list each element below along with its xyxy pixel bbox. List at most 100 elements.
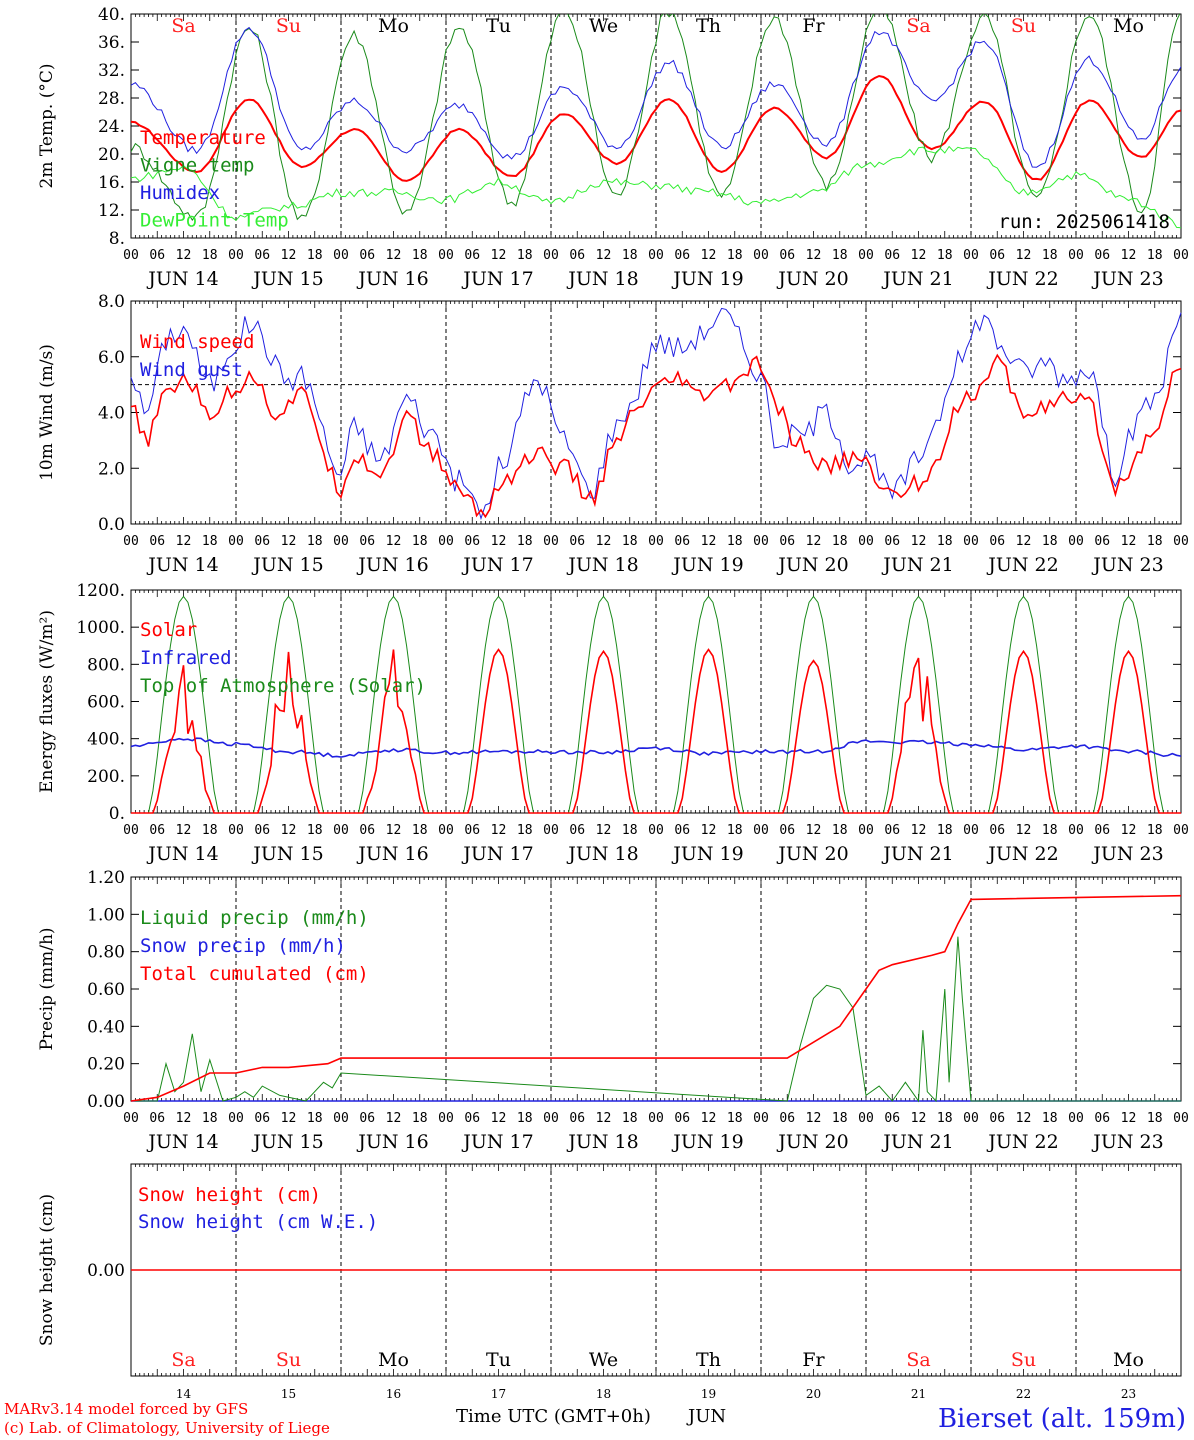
x-tick-label: 18 — [832, 534, 848, 549]
x-tick-label: 06 — [464, 248, 480, 263]
x-tick-label: 00 — [333, 823, 349, 838]
weekday-label: Tu — [486, 15, 511, 37]
x-tick-label: 18 — [622, 823, 638, 838]
date-label: JUN 19 — [671, 268, 743, 290]
x-tick-label: 00 — [753, 248, 769, 263]
x-tick-label: 00 — [963, 248, 979, 263]
x-tick-label: 12 — [1016, 1111, 1032, 1126]
date-label: JUN 16 — [356, 1131, 428, 1153]
x-tick-label: 12 — [1016, 248, 1032, 263]
legend-entry: Snow height (cm) — [138, 1184, 321, 1206]
x-tick-label: 06 — [989, 1111, 1005, 1126]
y-axis-label: 2m Temp. (°C) — [37, 63, 57, 188]
date-label: JUN 16 — [356, 268, 428, 290]
y-axis-label: Energy fluxes (W/m²) — [37, 610, 57, 793]
weekday-label: Sa — [906, 15, 930, 37]
x-tick-label: 18 — [832, 823, 848, 838]
x-tick-label: 18 — [202, 823, 218, 838]
x-tick-label: 06 — [1094, 1111, 1110, 1126]
x-tick-label: 18 — [1147, 248, 1163, 263]
x-tick-label: 12 — [491, 823, 507, 838]
legend-entry: Top of Atmosphere (Solar) — [140, 675, 426, 697]
date-label: JUN 14 — [146, 268, 218, 290]
x-tick-label: 18 — [307, 534, 323, 549]
x-tick-label: 12 — [701, 823, 717, 838]
date-label: JUN 21 — [881, 268, 953, 290]
legend-entry: Solar — [140, 619, 197, 641]
x-tick-label: 06 — [989, 534, 1005, 549]
x-tick-label: 06 — [149, 248, 165, 263]
legend-entry: Humidex — [140, 182, 220, 204]
x-tick-label: 12 — [281, 248, 297, 263]
y-tick-label: 12. — [98, 201, 125, 221]
date-label: JUN 21 — [881, 1131, 953, 1153]
date-label: JUN 20 — [776, 268, 848, 290]
x-tick-label: 06 — [779, 248, 795, 263]
x-tick-label: 06 — [254, 248, 270, 263]
x-tick-label: 18 — [622, 1111, 638, 1126]
x-tick-label: 18 — [1147, 823, 1163, 838]
x-tick-label: 18 — [517, 1111, 533, 1126]
x-tick-label: 00 — [858, 534, 874, 549]
x-tick-label: 12 — [281, 534, 297, 549]
x-tick-label: 06 — [884, 823, 900, 838]
y-tick-label: 800. — [87, 655, 125, 675]
legend-entry: Snow height (cm W.E.) — [138, 1211, 378, 1233]
x-tick-label: 12 — [806, 534, 822, 549]
x-tick-label: 12 — [806, 823, 822, 838]
x-tick-label: 12 — [1121, 534, 1137, 549]
legend-entry: DewPoint Temp — [140, 210, 289, 232]
x-tick-label: 18 — [202, 1111, 218, 1126]
legend-entry: Temperature — [140, 127, 266, 149]
date-label: JUN 19 — [671, 843, 743, 865]
date-label: JUN 23 — [1091, 554, 1163, 576]
x-tick-label: 06 — [674, 823, 690, 838]
x-tick-label: 12 — [1016, 823, 1032, 838]
weekday-label: Th — [696, 1349, 721, 1371]
x-tick-label: 12 — [1121, 823, 1137, 838]
x-tick-label: 00 — [858, 823, 874, 838]
y-tick-label: 8.0 — [98, 292, 125, 312]
x-tick-label: 06 — [674, 534, 690, 549]
y-tick-label: 600. — [87, 693, 125, 713]
y-tick-label: 0.20 — [87, 1055, 125, 1075]
x-tick-label: 12 — [806, 1111, 822, 1126]
weekday-label: We — [589, 15, 618, 37]
date-label: JUN 17 — [461, 268, 533, 290]
series-line-solar — [131, 648, 1181, 814]
series-line-liquid-precip — [131, 936, 1181, 1103]
x-tick-label: 12 — [911, 823, 927, 838]
y-tick-label: 2.0 — [98, 459, 125, 479]
x-tick-label: 00 — [1173, 1111, 1189, 1126]
x-tick-label: 18 — [937, 248, 953, 263]
y-tick-label: 1.20 — [87, 868, 125, 888]
station-label: Bierset (alt. 159m) — [937, 1404, 1186, 1434]
y-tick-label: 16. — [98, 173, 125, 193]
x-tick-label: 18 — [1147, 1111, 1163, 1126]
date-label: JUN 16 — [356, 554, 428, 576]
date-label: JUN 15 — [251, 268, 323, 290]
x-tick-label: 06 — [674, 1111, 690, 1126]
series-line-wind-gust — [130, 307, 1182, 521]
x-tick-label: 12 — [176, 1111, 192, 1126]
x-tick-label: 12 — [386, 248, 402, 263]
x-tick-label: 18 — [412, 1111, 428, 1126]
x-tick-label: 18 — [832, 248, 848, 263]
weekday-label: Mo — [1113, 1349, 1144, 1371]
x-tick-label: 06 — [254, 1111, 270, 1126]
weekday-label: Mo — [1113, 15, 1144, 37]
date-label: JUN 22 — [986, 1131, 1058, 1153]
month-label: JUN — [688, 1406, 727, 1427]
day-number-label: 21 — [911, 1387, 926, 1401]
series-line-wind-speed — [130, 353, 1182, 519]
date-label: JUN 18 — [566, 843, 638, 865]
x-tick-label: 00 — [543, 1111, 559, 1126]
date-label: JUN 19 — [671, 554, 743, 576]
x-tick-label: 12 — [911, 248, 927, 263]
x-tick-label: 12 — [596, 534, 612, 549]
date-label: JUN 23 — [1091, 1131, 1163, 1153]
legend-entry: Wind speed — [140, 331, 254, 353]
x-tick-label: 06 — [989, 248, 1005, 263]
weekday-label: Su — [276, 1349, 301, 1371]
